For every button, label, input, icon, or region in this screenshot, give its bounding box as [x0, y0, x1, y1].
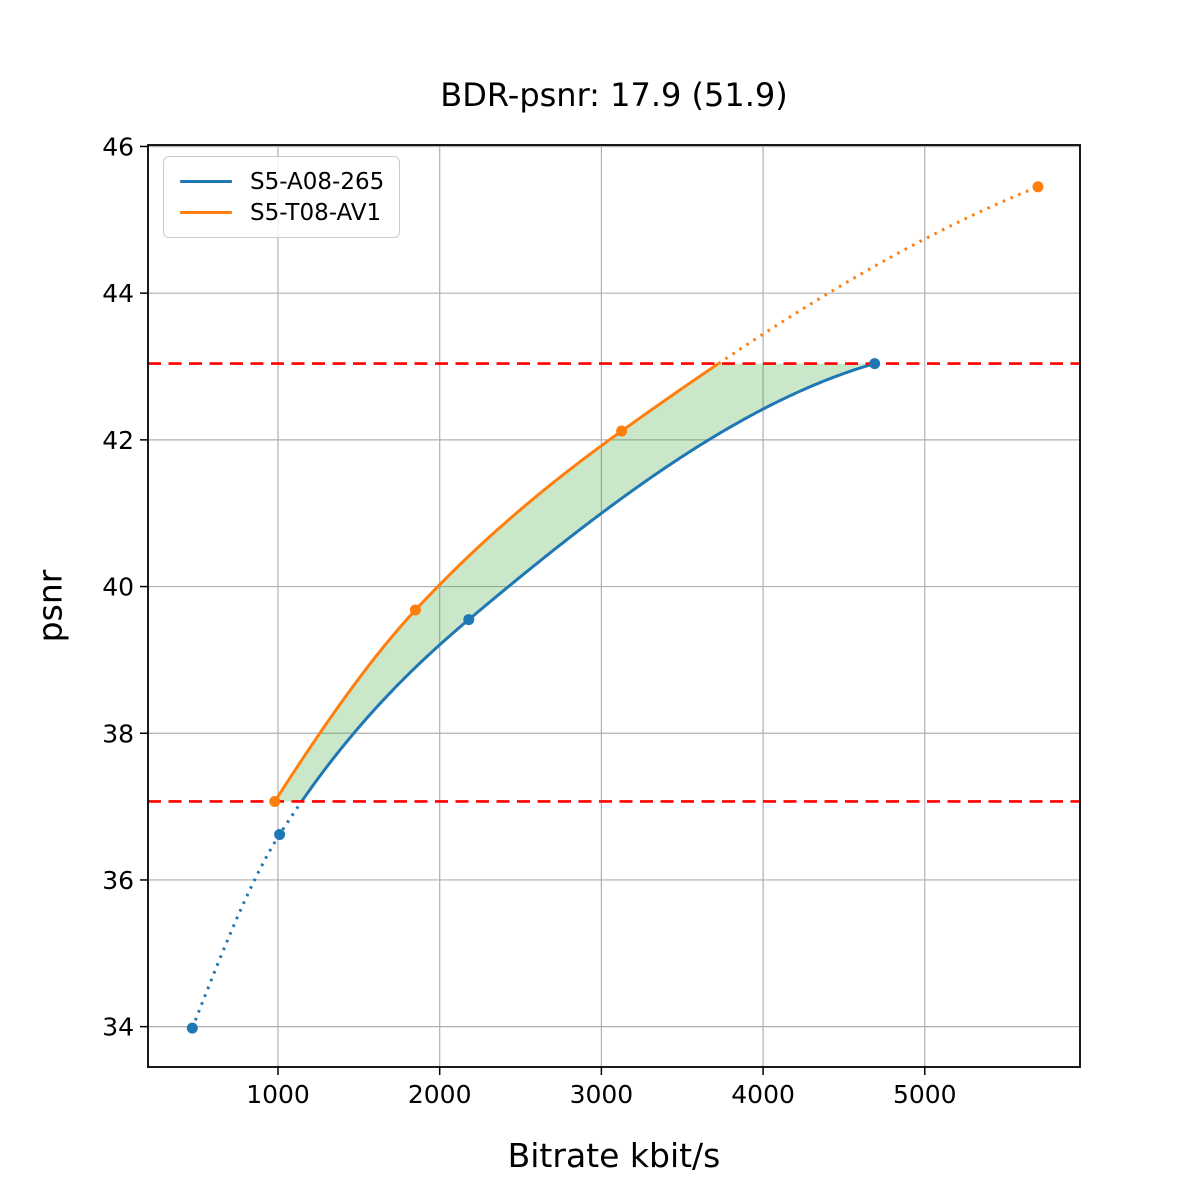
- series-orange-dotted-segment: [717, 185, 1039, 365]
- legend-line-sample-icon: [180, 179, 232, 184]
- series-blue-dotted-segment: [190, 800, 303, 1029]
- grid-lines: [148, 145, 1080, 1067]
- data-point-marker: [1032, 181, 1044, 193]
- legend-item: S5-T08-AV1: [176, 197, 387, 228]
- x-tick-label: 4000: [731, 1080, 795, 1109]
- legend-item: S5-A08-265: [176, 166, 387, 197]
- x-axis-label: Bitrate kbit/s: [507, 1136, 721, 1175]
- x-tick-label: 2000: [408, 1080, 472, 1109]
- y-tick-label: 40: [102, 573, 134, 602]
- y-tick-label: 38: [102, 719, 134, 748]
- legend: S5-A08-265 S5-T08-AV1: [163, 156, 400, 238]
- legend-label: S5-T08-AV1: [250, 199, 382, 226]
- data-point-marker: [186, 1022, 198, 1034]
- ref-lines: [148, 362, 1080, 803]
- y-tick-label: 34: [102, 1013, 134, 1042]
- legend-label: S5-A08-265: [250, 168, 385, 195]
- y-tick-label: 46: [102, 132, 134, 161]
- y-tick-label: 42: [102, 426, 134, 455]
- x-tick-label: 1000: [246, 1080, 310, 1109]
- data-point-marker: [869, 358, 881, 370]
- y-tick-label: 36: [102, 866, 134, 895]
- chart-title: BDR-psnr: 17.9 (51.9): [440, 76, 788, 114]
- series-curves: [190, 185, 1039, 1029]
- x-tick-label: 5000: [893, 1080, 957, 1109]
- series-blue-solid-segment: [300, 362, 876, 803]
- data-point-markers: [186, 181, 1044, 1034]
- data-point-marker: [463, 614, 475, 626]
- y-tick-label: 44: [102, 279, 134, 308]
- series-orange-solid-segment: [273, 362, 720, 803]
- data-point-marker: [409, 604, 421, 616]
- data-point-marker: [274, 828, 286, 840]
- tick-labels: 1000 2000 3000 4000 5000 34 36 38 40 42 44 46: [102, 132, 956, 1109]
- data-point-marker: [269, 795, 281, 807]
- legend-line-sample-icon: [180, 210, 232, 215]
- data-point-marker: [616, 425, 628, 437]
- y-axis-label: psnr: [30, 569, 70, 643]
- bd-overlap-fill: [274, 363, 875, 802]
- axes-spines: [147, 144, 1081, 1068]
- x-tick-label: 3000: [570, 1080, 634, 1109]
- tick-marks: [140, 145, 926, 1075]
